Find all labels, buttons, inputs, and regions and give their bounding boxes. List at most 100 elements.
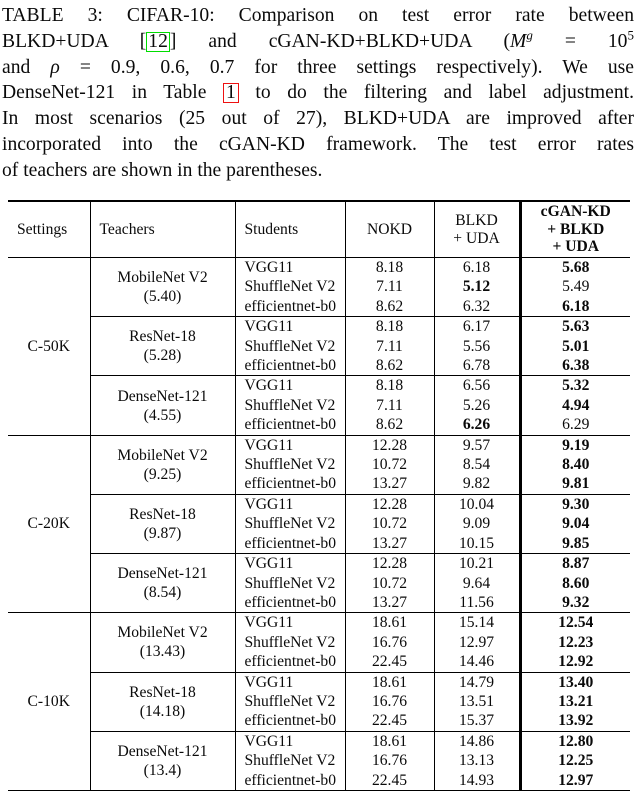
cgan-kd-value-cell: 9.32 — [562, 593, 590, 611]
col-header-nokd: NOKD — [345, 201, 435, 258]
table-row: efficientnet-b0 13.27 11.56 9.32 — [8, 592, 630, 613]
settings-cell: C-10K — [8, 612, 91, 791]
nokd-value-cell: 18.61 — [345, 730, 435, 752]
blkd-uda-value-cell: 10.15 — [434, 533, 522, 554]
blkd-uda-value-cell: 10.04 — [434, 493, 522, 515]
table-row: ShuffleNet V2 10.72 9.09 9.04 — [8, 514, 630, 534]
student-cell: VGG11 — [235, 553, 346, 574]
blkd-uda-value-cell: 10.21 — [434, 553, 522, 574]
blkd-uda-value-cell: 8.54 — [434, 455, 522, 475]
nokd-value-cell: 18.61 — [345, 671, 435, 692]
teacher-cell: MobileNet V2 (13.43) — [90, 612, 236, 673]
caption-text: DenseNet-121 in Table — [2, 82, 224, 104]
table-row: efficientnet-b0 13.27 9.82 9.81 — [8, 474, 630, 495]
caption-text: = 10 — [532, 30, 628, 52]
teacher-cell: DenseNet-121 (8.54) — [90, 553, 236, 613]
blkd-uda-value-cell: 15.37 — [434, 711, 522, 732]
nokd-value-cell: 7.11 — [345, 336, 435, 357]
settings-cell: C-50K — [8, 257, 91, 436]
blkd-uda-value-cell: 12.97 — [434, 632, 522, 653]
table-row: ShuffleNet V2 16.76 13.51 13.21 — [8, 691, 630, 712]
blkd-uda-value-cell: 6.78 — [434, 356, 522, 376]
teacher-error-rate: (14.18) — [139, 702, 186, 720]
cgan-kd-value-cell: 4.94 — [562, 396, 590, 414]
nokd-value-cell: 13.27 — [345, 592, 435, 613]
nokd-value-cell: 22.45 — [345, 652, 435, 673]
col-header-settings: Settings — [8, 201, 91, 258]
teacher-error-rate: (5.28) — [143, 347, 182, 365]
cgan-kd-value-cell: 9.04 — [562, 515, 590, 533]
caption-line-7: of teachers are shown in the parentheses… — [2, 158, 634, 184]
cgan-kd-value-cell: 8.87 — [520, 553, 630, 574]
student-cell: ShuffleNet V2 — [235, 336, 346, 357]
cgan-kd-value-cell: 8.60 — [562, 574, 590, 592]
nokd-value-cell: 12.28 — [345, 493, 435, 515]
cgan-kd-value-cell: 5.63 — [520, 316, 630, 337]
student-cell: VGG11 — [235, 671, 346, 692]
caption-line-3: and ρ = 0.9, 0.6, 0.7 for three settings… — [2, 55, 634, 81]
student-cell: ShuffleNet V2 — [235, 455, 346, 475]
student-cell: VGG11 — [235, 257, 346, 278]
student-cell: VGG11 — [235, 493, 346, 515]
student-cell: VGG11 — [235, 730, 346, 752]
teacher-cell: DenseNet-121 (4.55) — [90, 375, 236, 436]
caption-text: TABLE 3: CIFAR-10: Comparison on test er… — [2, 5, 634, 26]
student-cell: ShuffleNet V2 — [235, 514, 346, 534]
student-cell: ShuffleNet V2 — [235, 573, 346, 593]
math-sup-g: g — [526, 27, 533, 43]
math-sup-5: 5 — [627, 27, 634, 43]
teacher-cell: DenseNet-121 (13.4) — [90, 730, 236, 791]
cgan-kd-value-cell: 12.97 — [558, 771, 594, 789]
col-header-cgan-kd-blkd-uda: cGAN-KD + BLKD + UDA — [520, 201, 630, 258]
student-cell: ShuffleNet V2 — [235, 632, 346, 653]
student-cell: VGG11 — [235, 612, 346, 633]
blkd-uda-value-cell: 14.93 — [434, 770, 522, 791]
table-row: ResNet-18 (14.18) VGG11 18.61 14.79 13.40 — [8, 671, 630, 732]
nokd-value-cell: 16.76 — [345, 691, 435, 712]
student-cell: VGG11 — [235, 316, 346, 337]
caption-line-5: In most scenarios (25 out of 27), BLKD+U… — [2, 106, 634, 132]
table-row: efficientnet-b0 8.62 6.32 6.18 — [8, 296, 630, 317]
student-cell: efficientnet-b0 — [235, 474, 346, 495]
header-line: + UDA — [453, 229, 500, 247]
caption-text: ] and cGAN-KD+BLKD+UDA ( — [169, 30, 510, 52]
cgan-kd-value-cell: 6.38 — [562, 357, 590, 375]
teacher-name: MobileNet V2 — [117, 624, 208, 642]
teacher-error-rate: (8.54) — [143, 584, 182, 602]
student-cell: ShuffleNet V2 — [235, 751, 346, 771]
teacher-cell: MobileNet V2 (9.25) — [90, 434, 236, 495]
caption-line-4: DenseNet-121 in Table 1 to do the filter… — [2, 80, 634, 106]
cgan-kd-value-cell: 12.92 — [558, 653, 594, 671]
cgan-kd-value-cell: 5.01 — [562, 337, 590, 355]
cgan-kd-value-cell: 9.85 — [562, 534, 590, 552]
table-ref-link-1[interactable]: 1 — [223, 83, 239, 104]
teacher-error-rate: (9.25) — [143, 465, 182, 483]
results-table: Settings Teachers Students NOKD BLKD + U… — [8, 200, 630, 791]
student-cell: VGG11 — [235, 434, 346, 456]
teacher-error-rate: (13.4) — [143, 761, 182, 779]
citation-link-12[interactable]: 12 — [146, 30, 170, 52]
settings-cell: C-20K — [8, 434, 91, 613]
teacher-name: DenseNet-121 — [117, 565, 208, 583]
blkd-uda-value-cell: 14.46 — [434, 652, 522, 673]
table-row: ShuffleNet V2 16.76 12.97 12.23 — [8, 632, 630, 653]
table-row: efficientnet-b0 8.62 6.78 6.38 — [8, 356, 630, 376]
table-row: DenseNet-121 (4.55) VGG11 8.18 6.56 5.32 — [8, 375, 630, 436]
table-row: ResNet-18 (5.28) VGG11 8.18 6.17 5.63 — [8, 316, 630, 376]
cgan-kd-value-cell: 5.32 — [520, 375, 630, 396]
cgan-kd-value-cell: 5.49 — [562, 278, 590, 296]
table-row: C-20K MobileNet V2 (9.25) VGG11 12.28 9.57 9.1… — [8, 434, 630, 613]
nokd-value-cell: 12.28 — [345, 553, 435, 574]
nokd-value-cell: 13.27 — [345, 533, 435, 554]
student-cell: efficientnet-b0 — [235, 592, 346, 613]
nokd-value-cell: 8.62 — [345, 415, 435, 436]
cgan-kd-value-cell: 13.40 — [520, 671, 630, 692]
student-cell: VGG11 — [235, 375, 346, 396]
table-row: C-50K MobileNet V2 (5.40) VGG11 8.18 6.18 5.68 — [8, 256, 630, 436]
table-row: ShuffleNet V2 7.11 5.26 4.94 — [8, 395, 630, 416]
teacher-cell: MobileNet V2 (5.40) — [90, 256, 236, 317]
cgan-kd-value-cell: 6.29 — [562, 416, 590, 434]
blkd-uda-value-cell: 6.18 — [434, 257, 522, 278]
caption-line-2: BLKD+UDA [12] and cGAN-KD+BLKD+UDA (Mg =… — [2, 27, 634, 55]
